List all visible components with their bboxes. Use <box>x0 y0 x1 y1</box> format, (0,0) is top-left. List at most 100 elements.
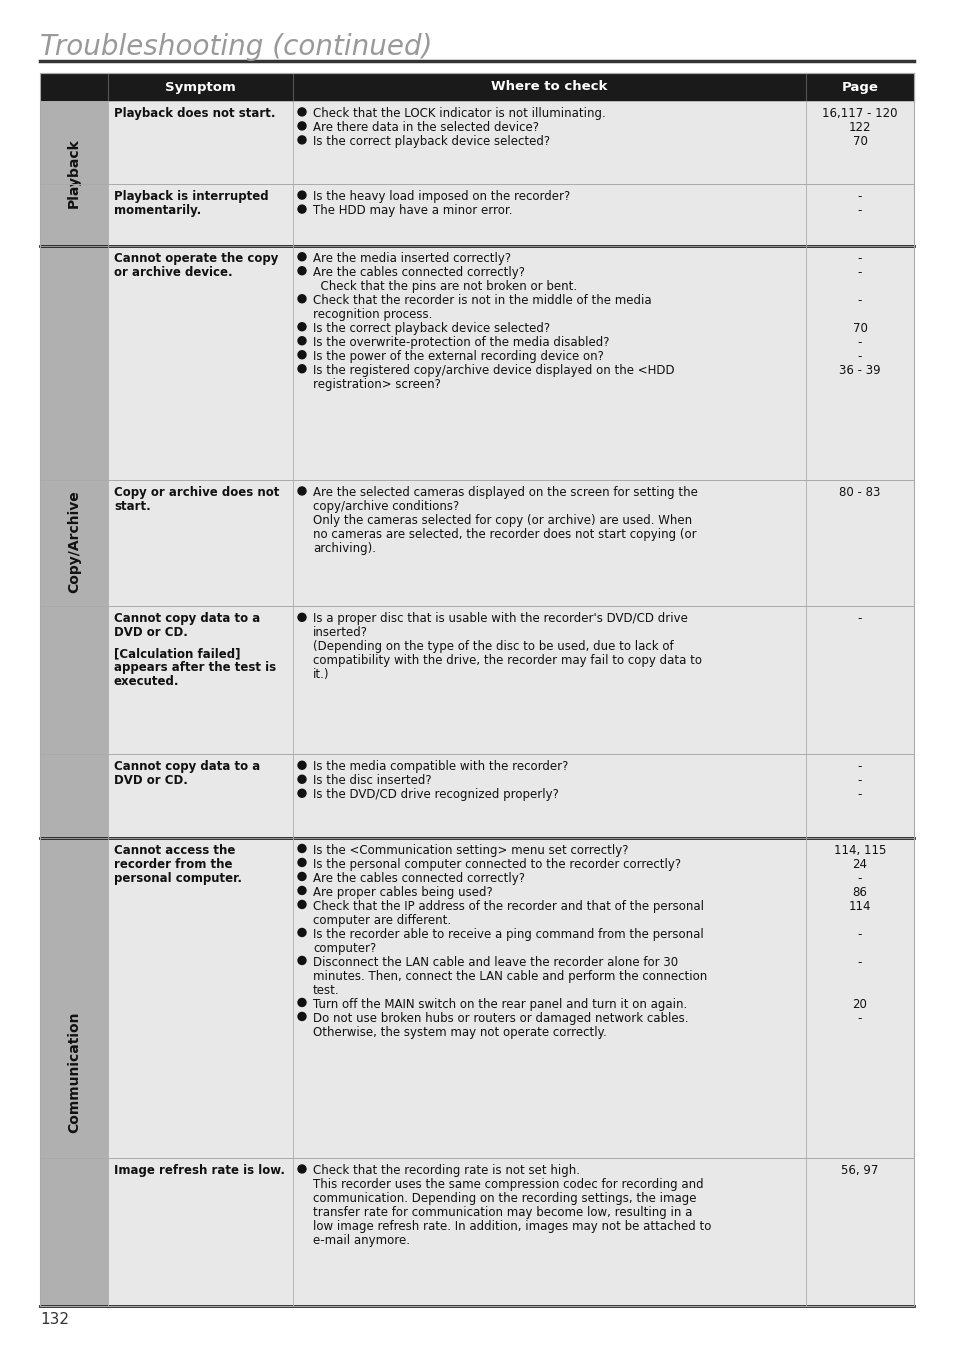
Text: -: - <box>857 266 862 278</box>
Bar <box>40 73 913 101</box>
Circle shape <box>297 858 306 866</box>
Text: Are the cables connected correctly?: Are the cables connected correctly? <box>313 871 524 885</box>
Text: Playback is interrupted: Playback is interrupted <box>113 190 269 203</box>
Text: Cannot operate the copy: Cannot operate the copy <box>113 251 278 265</box>
Text: This recorder uses the same compression codec for recording and: This recorder uses the same compression … <box>313 1178 703 1192</box>
Circle shape <box>297 886 306 894</box>
Text: Cannot access the: Cannot access the <box>113 843 235 857</box>
Text: it.): it.) <box>313 669 329 681</box>
Text: 70: 70 <box>852 135 866 149</box>
Text: -: - <box>857 336 862 349</box>
Circle shape <box>297 253 306 261</box>
Text: Is the DVD/CD drive recognized properly?: Is the DVD/CD drive recognized properly? <box>313 789 558 801</box>
Text: computer are different.: computer are different. <box>313 913 451 927</box>
Circle shape <box>297 266 306 274</box>
Text: Disconnect the LAN cable and leave the recorder alone for 30: Disconnect the LAN cable and leave the r… <box>313 955 678 969</box>
Text: or archive device.: or archive device. <box>113 266 233 278</box>
Text: registration> screen?: registration> screen? <box>313 378 440 390</box>
Circle shape <box>297 844 306 852</box>
Circle shape <box>297 351 306 359</box>
Text: Turn off the MAIN switch on the rear panel and turn it on again.: Turn off the MAIN switch on the rear pan… <box>313 997 686 1011</box>
Bar <box>108 184 913 246</box>
Text: Troubleshooting (continued): Troubleshooting (continued) <box>40 32 432 61</box>
Text: -: - <box>857 612 862 626</box>
Circle shape <box>297 998 306 1006</box>
Text: Playback does not start.: Playback does not start. <box>113 107 275 120</box>
Text: communication. Depending on the recording settings, the image: communication. Depending on the recordin… <box>313 1192 696 1205</box>
Text: -: - <box>857 955 862 969</box>
Text: Are the selected cameras displayed on the screen for setting the: Are the selected cameras displayed on th… <box>313 486 698 499</box>
Text: -: - <box>857 789 862 801</box>
Text: 86: 86 <box>852 885 866 898</box>
Text: -: - <box>857 761 862 773</box>
Text: Check that the LOCK indicator is not illuminating.: Check that the LOCK indicator is not ill… <box>313 107 605 120</box>
Text: Check that the pins are not broken or bent.: Check that the pins are not broken or be… <box>313 280 577 293</box>
Text: no cameras are selected, the recorder does not start copying (or: no cameras are selected, the recorder do… <box>313 528 696 540</box>
Bar <box>40 101 108 246</box>
Text: Is the heavy load imposed on the recorder?: Is the heavy load imposed on the recorde… <box>313 190 570 203</box>
Text: -: - <box>857 1012 862 1024</box>
Text: Is the correct playback device selected?: Is the correct playback device selected? <box>313 135 550 149</box>
Circle shape <box>297 901 306 908</box>
Text: executed.: executed. <box>113 676 179 689</box>
Circle shape <box>297 1165 306 1173</box>
Text: Is the correct playback device selected?: Is the correct playback device selected? <box>313 322 550 335</box>
Text: Is the registered copy/archive device displayed on the <HDD: Is the registered copy/archive device di… <box>313 363 674 377</box>
Text: -: - <box>857 871 862 885</box>
Text: -: - <box>857 190 862 203</box>
Text: Check that the recording rate is not set high.: Check that the recording rate is not set… <box>313 1165 579 1177</box>
Bar <box>108 480 913 607</box>
Text: Is a proper disc that is usable with the recorder's DVD/CD drive: Is a proper disc that is usable with the… <box>313 612 687 626</box>
Text: Is the media compatible with the recorder?: Is the media compatible with the recorde… <box>313 761 568 773</box>
Circle shape <box>297 928 306 936</box>
Circle shape <box>297 108 306 116</box>
Text: 80 - 83: 80 - 83 <box>839 486 880 499</box>
Text: compatibility with the drive, the recorder may fail to copy data to: compatibility with the drive, the record… <box>313 654 701 667</box>
Text: 114, 115: 114, 115 <box>833 843 885 857</box>
Text: Otherwise, the system may not operate correctly.: Otherwise, the system may not operate co… <box>313 1025 606 1039</box>
Text: Cannot copy data to a: Cannot copy data to a <box>113 612 260 626</box>
Text: Is the personal computer connected to the recorder correctly?: Is the personal computer connected to th… <box>313 858 680 870</box>
Bar <box>108 246 913 480</box>
Circle shape <box>297 295 306 303</box>
Text: archiving).: archiving). <box>313 542 375 555</box>
Circle shape <box>297 323 306 331</box>
Text: Only the cameras selected for copy (or archive) are used. When: Only the cameras selected for copy (or a… <box>313 515 691 527</box>
Text: [Calculation failed]: [Calculation failed] <box>113 647 240 661</box>
Text: 70: 70 <box>852 322 866 335</box>
Text: recognition process.: recognition process. <box>313 308 432 320</box>
Circle shape <box>297 365 306 373</box>
Text: start.: start. <box>113 500 151 513</box>
Circle shape <box>297 873 306 881</box>
Text: Playback: Playback <box>67 139 81 208</box>
Text: Are the cables connected correctly?: Are the cables connected correctly? <box>313 266 524 278</box>
Text: (Depending on the type of the disc to be used, due to lack of: (Depending on the type of the disc to be… <box>313 640 673 654</box>
Circle shape <box>297 205 306 213</box>
Text: Are there data in the selected device?: Are there data in the selected device? <box>313 122 538 134</box>
Circle shape <box>297 957 306 965</box>
Text: test.: test. <box>313 984 339 997</box>
Text: e-mail anymore.: e-mail anymore. <box>313 1233 410 1247</box>
Text: 24: 24 <box>852 858 866 870</box>
Text: Is the power of the external recording device on?: Is the power of the external recording d… <box>313 350 603 363</box>
Text: inserted?: inserted? <box>313 627 368 639</box>
Circle shape <box>297 336 306 345</box>
Text: Copy or archive does not: Copy or archive does not <box>113 486 279 499</box>
Text: 132: 132 <box>40 1312 69 1327</box>
Bar <box>108 101 913 184</box>
Text: Are the media inserted correctly?: Are the media inserted correctly? <box>313 251 511 265</box>
Circle shape <box>297 613 306 621</box>
Text: Symptom: Symptom <box>165 81 235 93</box>
Text: DVD or CD.: DVD or CD. <box>113 774 188 788</box>
Bar <box>40 838 108 1306</box>
Text: -: - <box>857 928 862 940</box>
Text: Check that the recorder is not in the middle of the media: Check that the recorder is not in the mi… <box>313 295 651 307</box>
Text: Image refresh rate is low.: Image refresh rate is low. <box>113 1165 285 1177</box>
Bar <box>108 607 913 754</box>
Circle shape <box>297 122 306 130</box>
Text: recorder from the: recorder from the <box>113 858 233 870</box>
Text: Is the recorder able to receive a ping command from the personal: Is the recorder able to receive a ping c… <box>313 928 703 940</box>
Circle shape <box>297 775 306 784</box>
Circle shape <box>297 136 306 145</box>
Text: DVD or CD.: DVD or CD. <box>113 627 188 639</box>
